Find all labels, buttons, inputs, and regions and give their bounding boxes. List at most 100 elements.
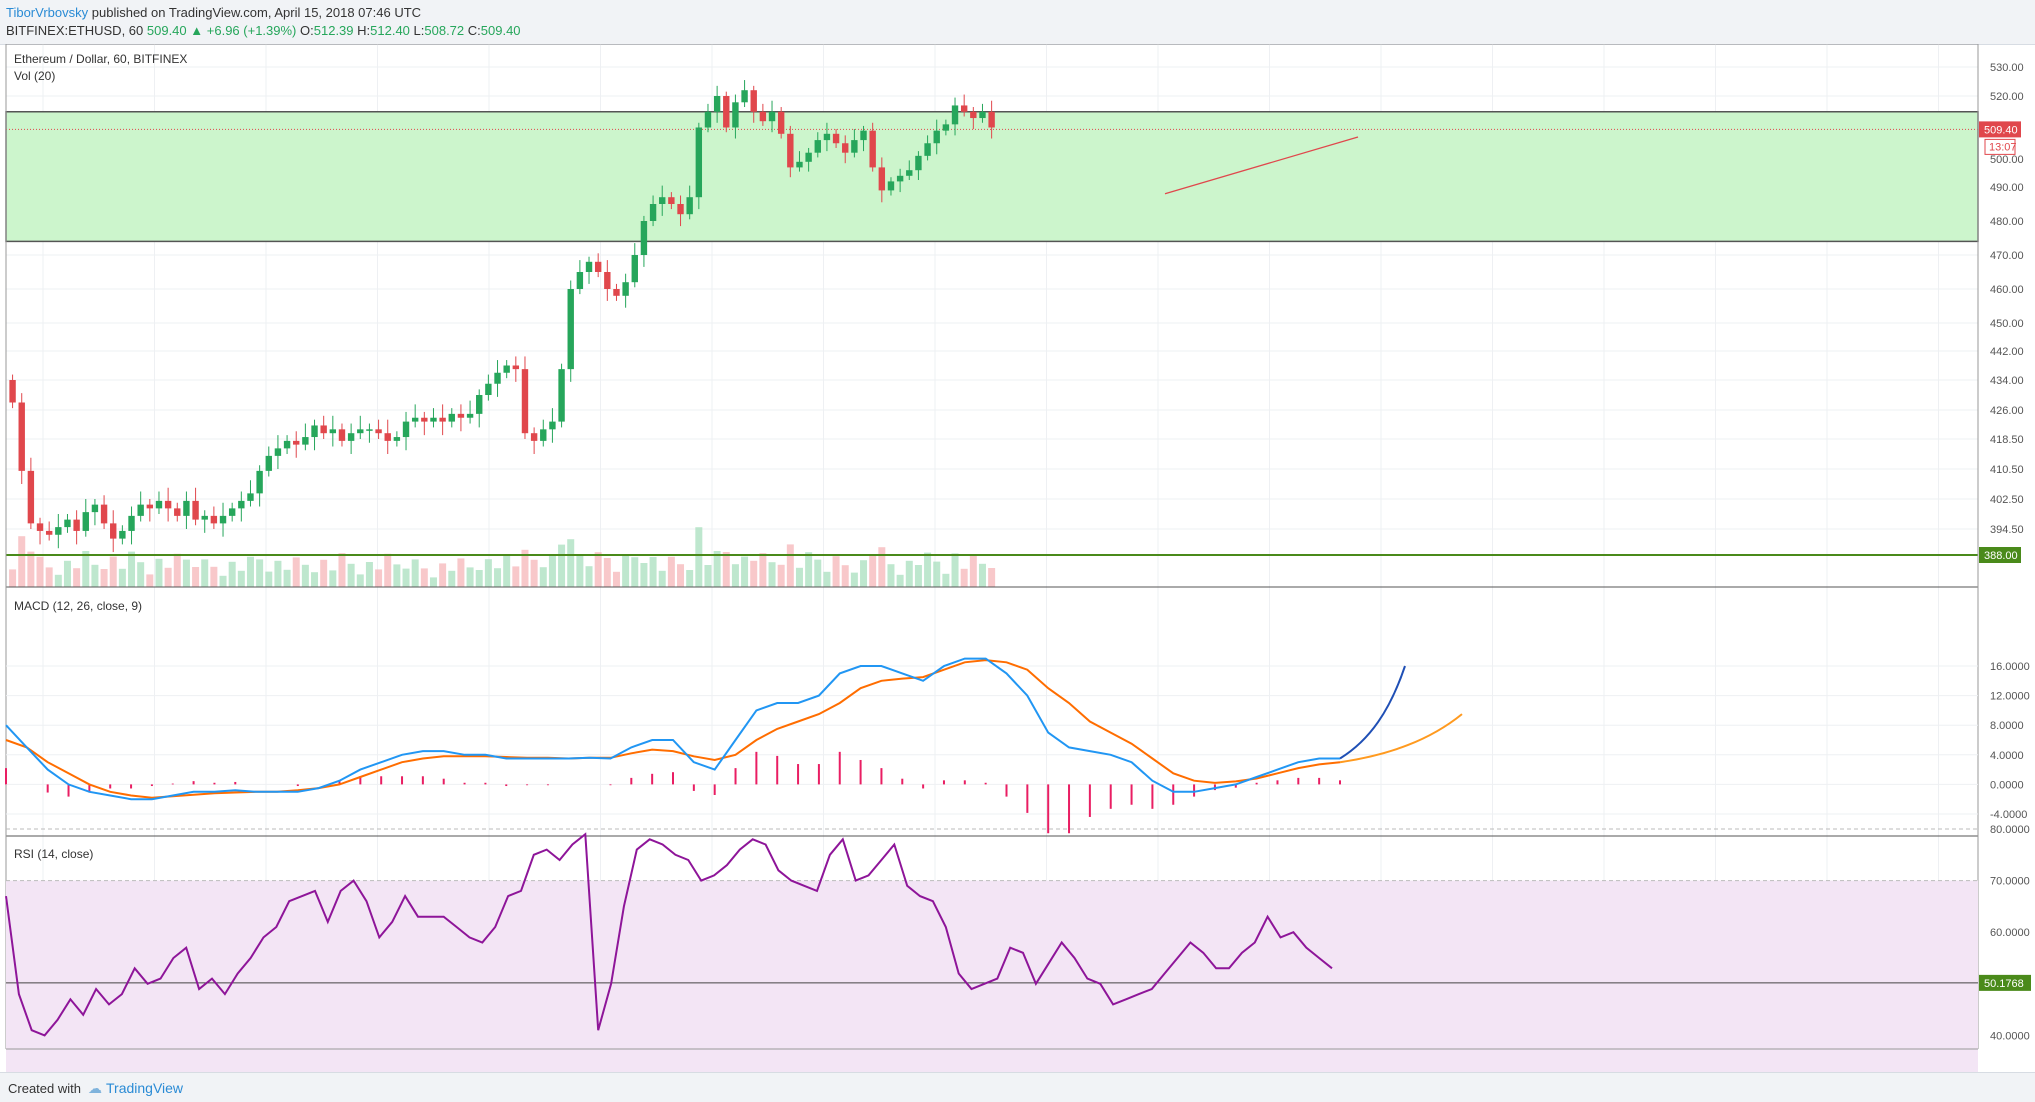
price-axis-label: 470.00 bbox=[1990, 250, 2024, 262]
candle-body bbox=[448, 413, 455, 422]
macd-histogram-bar bbox=[171, 783, 174, 785]
chart-area[interactable]: 12:001012:001112:001212:001312:001412:00… bbox=[0, 43, 2035, 1094]
tradingview-logo[interactable]: ☁ TradingView bbox=[88, 1080, 183, 1097]
volume-bar bbox=[887, 564, 895, 587]
volume-bar bbox=[27, 551, 35, 587]
candle-body bbox=[567, 289, 574, 370]
volume-bar bbox=[823, 571, 831, 587]
chart-canvas[interactable]: 12:001012:001112:001212:001312:001412:00… bbox=[0, 43, 2035, 1094]
volume-bar bbox=[649, 557, 657, 587]
candle-body bbox=[311, 425, 318, 438]
volume-bar bbox=[173, 553, 181, 587]
candle-body bbox=[128, 515, 135, 531]
macd-histogram-bar bbox=[150, 784, 153, 787]
price-change: +6.96 (+1.39%) bbox=[206, 23, 297, 38]
macd-histogram-bar bbox=[1109, 784, 1112, 809]
candle-body bbox=[695, 127, 703, 198]
macd-histogram-bar bbox=[234, 781, 237, 785]
volume-bar bbox=[530, 559, 538, 587]
volume-bar bbox=[228, 561, 236, 587]
macd-histogram-bar bbox=[713, 784, 716, 795]
macd-histogram-bar bbox=[1193, 784, 1196, 797]
macd-histogram-bar bbox=[1068, 784, 1071, 834]
candle-body bbox=[951, 105, 959, 125]
volume-bar bbox=[375, 569, 383, 587]
macd-histogram-bar bbox=[859, 759, 862, 785]
candle-body bbox=[256, 470, 263, 494]
candle-body bbox=[375, 429, 382, 434]
candle-body bbox=[476, 395, 483, 414]
volume-bar bbox=[347, 563, 355, 587]
candle-body bbox=[906, 170, 913, 176]
volume-bar bbox=[91, 564, 99, 587]
volume-bar bbox=[182, 559, 190, 587]
macd-histogram-bar bbox=[213, 782, 216, 785]
volume-bar bbox=[878, 547, 886, 587]
macd-histogram-bar bbox=[984, 782, 987, 785]
candle-body bbox=[146, 504, 154, 509]
volume-bar bbox=[109, 556, 117, 587]
candle-body bbox=[933, 130, 940, 144]
macd-histogram-bar bbox=[130, 784, 133, 789]
volume-bar bbox=[988, 568, 996, 587]
rsi-band bbox=[6, 880, 1978, 1087]
candle-body bbox=[73, 519, 80, 531]
candle-body bbox=[759, 111, 767, 122]
rsi-axis-label: 40.0000 bbox=[1990, 1030, 2030, 1042]
volume-bar bbox=[622, 554, 630, 587]
macd-histogram-bar bbox=[963, 780, 966, 785]
macd-histogram-bar bbox=[1318, 777, 1321, 785]
candle-body bbox=[27, 470, 35, 524]
macd-histogram-bar bbox=[359, 776, 362, 785]
macd-histogram-bar bbox=[651, 773, 654, 785]
candle-body bbox=[421, 417, 428, 422]
macd-axis-label: -4.0000 bbox=[1990, 809, 2027, 821]
volume-bar bbox=[548, 554, 556, 587]
price-axis-label: 480.00 bbox=[1990, 216, 2024, 228]
macd-axis-label: 0.0000 bbox=[1990, 779, 2024, 791]
macd-histogram-bar bbox=[797, 764, 800, 785]
author-link[interactable]: TiborVrbovsky bbox=[6, 5, 89, 20]
volume-bar bbox=[146, 574, 154, 587]
volume-bar bbox=[677, 564, 685, 587]
candle-body bbox=[192, 500, 199, 520]
rsi-axis-label: 60.0000 bbox=[1990, 927, 2030, 939]
price-axis-label: 434.00 bbox=[1990, 375, 2024, 387]
candle-body bbox=[430, 417, 437, 422]
candle-body bbox=[860, 130, 867, 141]
candle-body bbox=[164, 500, 172, 509]
volume-bar bbox=[439, 563, 447, 587]
candle-body bbox=[613, 289, 620, 296]
candle-body bbox=[155, 500, 163, 509]
support-price-tag bbox=[1979, 547, 2021, 563]
support-price-tag-text: 388.00 bbox=[1984, 550, 2018, 562]
volume-bar bbox=[640, 563, 648, 587]
candle-body bbox=[45, 530, 53, 535]
candle-body bbox=[549, 421, 556, 430]
volume-bar bbox=[36, 556, 44, 587]
volume-bar bbox=[567, 539, 575, 587]
candle-body bbox=[357, 429, 364, 434]
candle-body bbox=[814, 140, 821, 153]
macd-axis-label: 12.0000 bbox=[1990, 691, 2030, 703]
candle-body bbox=[915, 155, 922, 171]
volume-bar bbox=[896, 574, 904, 587]
created-with-text: Created with bbox=[8, 1081, 81, 1096]
rsi-axis-label: 70.0000 bbox=[1990, 876, 2030, 888]
candle-body bbox=[485, 383, 492, 395]
volume-bar bbox=[832, 556, 840, 587]
volume-bar bbox=[338, 553, 346, 587]
candle-body bbox=[622, 282, 629, 296]
candle-body bbox=[55, 527, 62, 535]
macd-histogram-bar bbox=[901, 778, 904, 785]
volume-bar bbox=[759, 553, 767, 587]
candle-body bbox=[896, 175, 904, 182]
macd-histogram-bar bbox=[88, 784, 91, 793]
candle-body bbox=[924, 143, 931, 156]
price-axis-label: 426.00 bbox=[1990, 405, 2024, 417]
candle-body bbox=[393, 437, 401, 441]
macd-histogram-bar bbox=[1047, 784, 1050, 834]
chart-header: TiborVrbovsky published on TradingView.c… bbox=[0, 0, 2035, 45]
volume-bar bbox=[869, 554, 877, 587]
tradingview-brand: TradingView bbox=[106, 1080, 184, 1096]
